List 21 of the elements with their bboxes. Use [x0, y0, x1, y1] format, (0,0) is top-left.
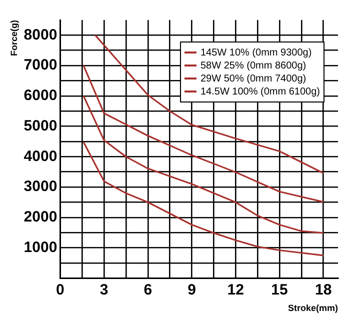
y-tick-label: 6000 [24, 87, 58, 104]
x-tick-label: 9 [188, 281, 196, 298]
y-tick-label: 1000 [24, 238, 58, 256]
y-tick-label: 3000 [24, 178, 58, 196]
x-tick-label: 6 [144, 281, 152, 298]
x-tick-label: 15 [271, 281, 288, 298]
y-tick-label: 8000 [24, 26, 58, 44]
x-tick-label: 3 [100, 281, 108, 298]
y-tick-label: 2000 [24, 208, 58, 226]
y-tick-label: 7000 [24, 56, 58, 74]
legend-label: 58W 25% (0mm 8600g) [200, 60, 306, 72]
x-tick-label: 12 [227, 281, 244, 298]
legend-label: 145W 10% (0mm 9300g) [200, 47, 312, 58]
x-tick-label: 0 [56, 281, 64, 298]
legend-label: 29W 50% (0mm 7400g) [200, 73, 306, 84]
y-axis-title: Force(g) [8, 20, 19, 56]
x-tick-label: 18 [315, 281, 332, 298]
y-tick-label: 4000 [24, 148, 58, 165]
y-tick-label: 5000 [24, 117, 58, 134]
x-axis-title: Stroke(mm) [288, 303, 338, 314]
legend-label: 14.5W 100% (0mm 6100g) [200, 86, 320, 98]
